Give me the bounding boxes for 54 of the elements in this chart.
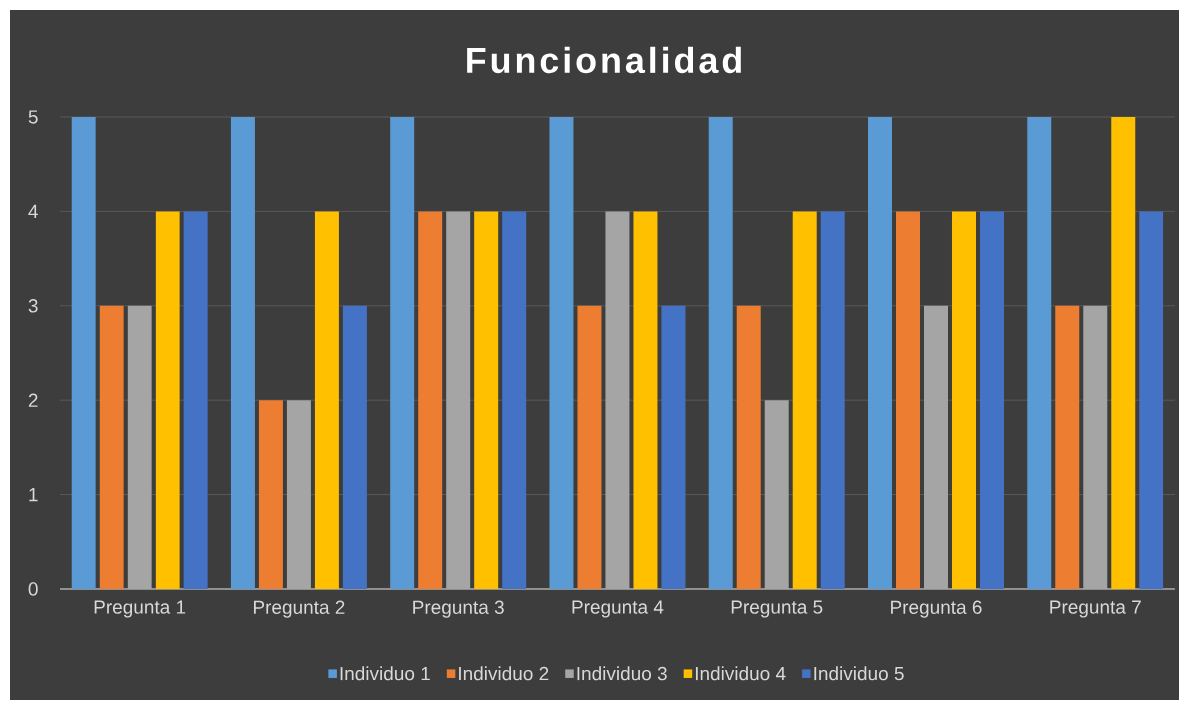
- legend-label: Individuo 1: [340, 666, 430, 681]
- y-tick-label: 0: [28, 582, 38, 596]
- bar: [896, 211, 920, 589]
- bar: [99, 305, 124, 589]
- bar: [792, 211, 817, 589]
- x-tick-label: Pregunta 5: [731, 600, 823, 618]
- bar: [764, 400, 789, 589]
- bar: [1111, 117, 1136, 589]
- bar: [924, 305, 948, 589]
- y-tick-label: 2: [28, 393, 38, 407]
- bar: [1083, 305, 1108, 589]
- bar: [1027, 117, 1052, 589]
- legend-label: Individuo 3: [577, 666, 667, 681]
- bar: [867, 117, 892, 589]
- bar: [980, 211, 1004, 589]
- chart-title: Funcionalidad: [467, 46, 741, 74]
- bar: [71, 117, 96, 589]
- bar: [577, 305, 602, 589]
- y-tick-label: 3: [28, 299, 38, 313]
- x-tick-label: Pregunta 4: [572, 600, 664, 618]
- x-tick-label: Pregunta 2: [253, 600, 345, 618]
- legend-label: Individuo 2: [459, 666, 549, 681]
- x-tick-label: Pregunta 1: [94, 600, 186, 618]
- bar: [418, 211, 443, 589]
- x-tick-label: Pregunta 3: [413, 600, 504, 618]
- bar: [820, 211, 845, 589]
- bar: [736, 305, 761, 589]
- x-tick-label: Pregunta 7: [1050, 600, 1141, 618]
- bar: [342, 305, 367, 589]
- legend-label: Individuo 4: [695, 666, 786, 681]
- bar: [230, 117, 255, 589]
- bar: [127, 305, 152, 589]
- bar: [502, 211, 527, 589]
- bar: [474, 211, 499, 589]
- x-tick-label: Pregunta 6: [891, 600, 982, 618]
- bar: [286, 400, 311, 589]
- bar: [633, 211, 658, 589]
- bar: [708, 117, 733, 589]
- bar: [258, 400, 283, 589]
- bar: [1055, 305, 1080, 589]
- bar: [549, 117, 574, 589]
- y-tick-label: 5: [28, 110, 38, 124]
- bar: [390, 117, 415, 589]
- bar: [155, 211, 180, 589]
- legend-label: Individuo 5: [814, 666, 904, 681]
- bar: [1139, 211, 1164, 589]
- y-tick-label: 1: [29, 488, 38, 502]
- bar: [314, 211, 339, 589]
- bar: [605, 211, 630, 589]
- bar: [183, 211, 208, 589]
- y-tick-label: 4: [28, 204, 38, 218]
- bar: [951, 211, 976, 589]
- bar: [446, 211, 471, 589]
- bar: [661, 305, 686, 589]
